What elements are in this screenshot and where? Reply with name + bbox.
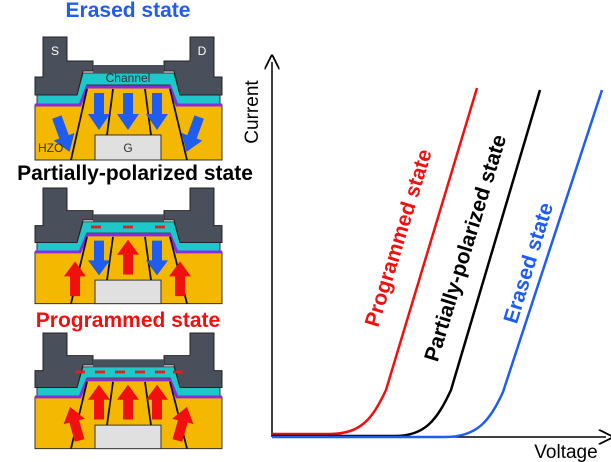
curve-label: Erased state	[500, 200, 559, 326]
device-partial	[33, 186, 224, 306]
drain-label: D	[198, 44, 207, 58]
source-label: S	[51, 44, 59, 58]
channel-label: Channel	[106, 71, 151, 85]
device-programmed	[33, 331, 224, 451]
device-erased: S D Channel HZO G	[33, 35, 224, 162]
y-axis-label: Current	[242, 80, 263, 144]
curve-label: Partially-polarized state	[420, 132, 511, 364]
hzo-label: HZO	[38, 141, 63, 155]
panel-title: Partially-polarized state	[17, 162, 253, 185]
iv-plot: Current Voltage Programmed state Partial…	[242, 62, 606, 462]
gate-label: G	[123, 141, 132, 155]
curve-label: Programmed state	[361, 147, 437, 330]
panel-title: Erased state	[66, 0, 191, 22]
x-axis-label: Voltage	[534, 442, 597, 462]
panel-title: Programmed state	[36, 309, 220, 332]
